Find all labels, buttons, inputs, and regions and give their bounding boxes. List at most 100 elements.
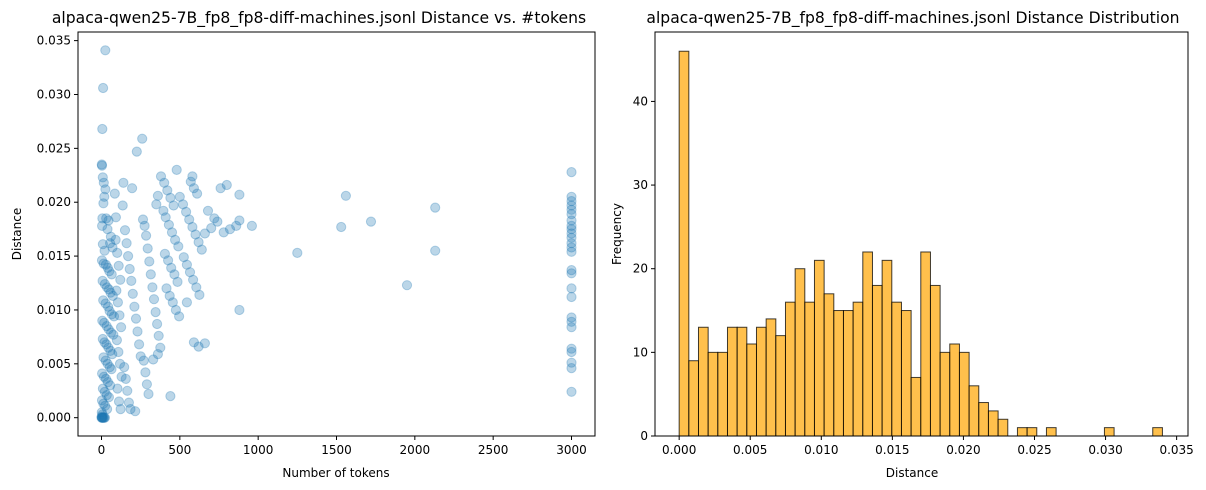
scatter-point <box>171 164 182 175</box>
scatter-point <box>103 324 114 335</box>
histogram-bar <box>746 343 757 437</box>
scatter-point <box>124 263 135 275</box>
x-tick-label: 2000 <box>400 443 431 457</box>
scatter-point <box>145 269 156 280</box>
scatter-point <box>292 247 303 258</box>
x-tick-label: 0.030 <box>1088 443 1122 457</box>
scatter-point <box>99 317 110 328</box>
scatter-point <box>113 260 124 271</box>
histogram-bar <box>697 326 709 437</box>
histogram-bar <box>881 259 893 437</box>
scatter-point <box>119 225 131 236</box>
scatter-point <box>117 200 128 211</box>
scatter-point <box>99 412 111 423</box>
scatter-point <box>164 290 175 301</box>
scatter-point <box>115 274 126 285</box>
scatter-point <box>100 355 111 366</box>
scatter-point <box>159 248 170 259</box>
scatter-point <box>566 283 577 294</box>
scatter-point <box>119 362 130 373</box>
scatter-point <box>137 133 148 144</box>
scatter-point <box>112 247 123 258</box>
scatter-point <box>104 362 115 373</box>
scatter-point <box>96 412 107 423</box>
scatter-point <box>566 209 577 220</box>
scatter-point <box>97 412 108 423</box>
scatter-point <box>102 404 113 415</box>
scatter-point <box>97 315 108 326</box>
scatter-point <box>97 172 108 183</box>
scatter-point <box>105 287 116 298</box>
scatter-point <box>177 199 189 210</box>
scatter-point <box>98 412 109 423</box>
scatter-point <box>153 330 164 341</box>
scatter-point <box>566 191 577 202</box>
x-tick-label: 0.000 <box>662 443 696 457</box>
scatter-point <box>215 183 226 194</box>
scatter-point <box>566 363 577 374</box>
scatter-point <box>97 239 109 250</box>
scatter-point <box>336 221 347 233</box>
histogram-bar <box>794 268 806 437</box>
scatter-point <box>97 275 108 286</box>
y-tick-label: 0.020 <box>37 195 71 209</box>
scatter-point <box>566 238 577 249</box>
scatter-point <box>188 337 199 348</box>
scatter-point <box>218 227 229 238</box>
scatter-point <box>104 305 115 317</box>
histogram-bar <box>804 301 815 437</box>
scatter-point <box>566 242 577 253</box>
scatter-point <box>181 259 192 270</box>
y-tick-label: 20 <box>633 262 648 276</box>
scatter-point <box>121 238 132 249</box>
scatter-point <box>246 220 257 231</box>
scatter-point <box>126 275 137 286</box>
scatter-x-axis-label: Number of tokens <box>282 466 389 480</box>
scatter-panel: alpaca-qwen25-7B_fp8_fp8-diff-machines.j… <box>10 9 596 480</box>
y-tick-label: 0.025 <box>37 141 71 155</box>
scatter-point <box>231 220 242 231</box>
histogram-x-axis-label: Distance <box>886 466 938 480</box>
y-tick-label: 0.000 <box>37 411 71 425</box>
scatter-point <box>96 412 108 423</box>
scatter-point <box>566 291 577 303</box>
histogram-x-ticks: 0.000 0.005 0.010 0.015 0.020 0.025 0.030 0.035 <box>662 436 1194 457</box>
scatter-point <box>172 276 183 287</box>
scatter-point <box>103 215 114 226</box>
scatter-point <box>98 398 109 409</box>
scatter-point <box>141 379 152 390</box>
scatter-point <box>152 318 163 330</box>
scatter-point <box>221 179 232 191</box>
histogram-bar <box>688 360 700 437</box>
scatter-point <box>173 241 184 252</box>
scatter-point <box>193 237 204 248</box>
scatter-point <box>105 231 117 242</box>
histogram-title: alpaca-qwen25-7B_fp8_fp8-diff-machines.j… <box>646 9 1179 28</box>
scatter-point <box>125 404 136 415</box>
y-tick-label: 0.030 <box>37 87 71 101</box>
histogram-bar <box>1016 427 1028 437</box>
histogram-bar <box>1152 427 1163 437</box>
scatter-point <box>96 160 108 171</box>
scatter-point <box>106 269 117 280</box>
scatter-point <box>100 45 111 56</box>
histogram-bar <box>852 301 864 437</box>
y-tick-label: 0.035 <box>37 34 71 48</box>
scatter-point <box>166 227 178 238</box>
x-tick-label: 2500 <box>478 443 509 457</box>
scatter-point <box>132 326 143 337</box>
histogram-y-ticks: 0 10 20 30 40 <box>633 94 655 443</box>
scatter-point <box>158 205 169 216</box>
scatter-point <box>118 177 129 188</box>
histogram-bar <box>823 293 835 437</box>
scatter-point <box>127 288 138 299</box>
scatter-point <box>566 386 577 397</box>
scatter-point <box>100 259 112 270</box>
scatter-point <box>566 167 577 178</box>
scatter-point <box>103 284 115 295</box>
scatter-point <box>234 304 245 316</box>
histogram-bar <box>997 418 1009 437</box>
scatter-point <box>114 310 125 321</box>
scatter-point <box>566 346 577 358</box>
